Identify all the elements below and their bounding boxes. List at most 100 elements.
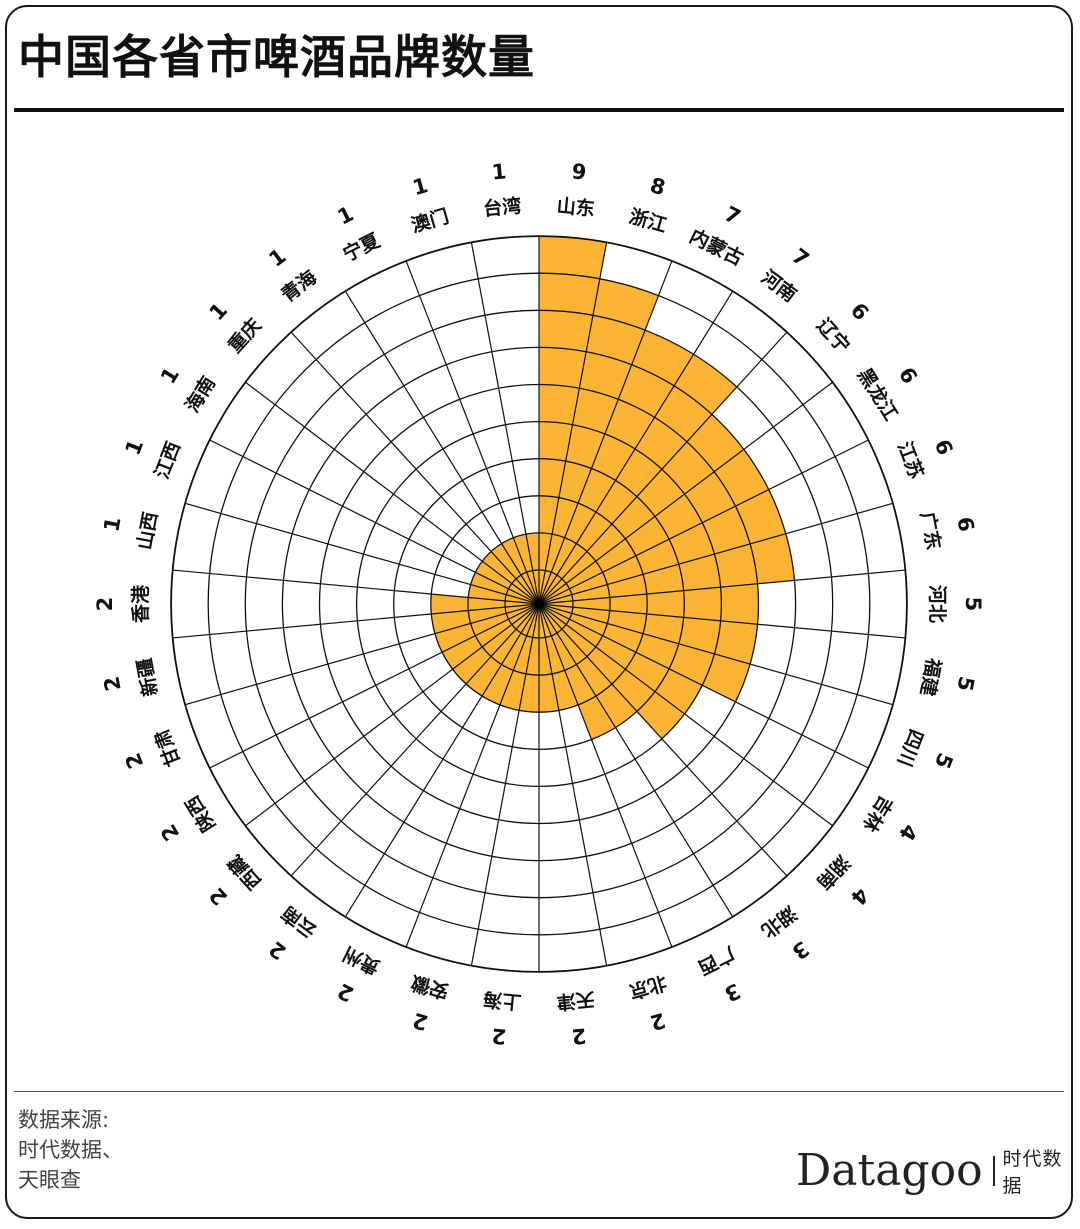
category-label: 天津 [556,987,596,1013]
category-label: 重庆 [223,314,266,358]
value-label: 2 [205,883,233,910]
bar-广西 [551,632,616,740]
category-label: 新疆 [133,656,163,698]
value-label: 1 [491,159,508,184]
bar-内蒙古 [551,330,694,576]
category-label: 河北 [926,585,948,623]
category-label: 吉林 [858,792,898,836]
chart-title: 中国各省市啤酒品牌数量 [18,30,535,84]
bar-河北 [572,583,759,625]
brand-name: Datagoo [796,1145,983,1196]
title-divider [14,108,1064,112]
value-label: 6 [894,363,922,388]
grid-spoke [290,331,540,605]
grid-spoke [209,439,540,605]
value-label: 2 [571,1023,588,1048]
bar-宁夏 [501,537,527,576]
grid-spoke [538,381,833,605]
value-label: 1 [121,436,149,458]
grid-spoke [538,502,894,605]
source-line: 天眼查 [18,1168,81,1192]
value-label: 8 [647,173,668,200]
value-label: 7 [721,202,745,230]
grid-spoke [184,502,540,605]
bar-浙江 [545,278,659,573]
bar-江西 [470,572,509,595]
category-label: 广东 [916,510,946,552]
grid-spoke [538,603,734,918]
grid-spoke [538,439,869,605]
center-dot [534,599,544,609]
value-label: 5 [952,674,978,693]
grid-spoke [184,603,540,706]
bar-湖北 [556,629,637,728]
grid-spoke [344,603,540,918]
bar-青海 [491,543,522,579]
value-label: 1 [156,363,184,388]
category-label: 安徽 [408,971,452,1004]
category-label: 甘肃 [150,726,185,770]
category-label: 江苏 [893,438,928,482]
bar-安徽 [499,635,533,711]
value-label: 1 [264,244,290,272]
grid-spoke [470,242,540,605]
value-label: 3 [787,936,813,964]
bar-北京 [545,635,579,711]
value-label: 2 [156,820,184,845]
bar-河南 [556,354,737,579]
category-label: 北京 [627,971,670,1004]
value-label: 2 [647,1008,668,1035]
value-label: 5 [930,750,958,772]
category-label: 江西 [151,439,185,482]
grid-spoke [538,603,788,877]
category-label: 湖北 [757,901,801,941]
category-label: 宁夏 [339,228,384,266]
grid-spoke [538,569,906,605]
grid-spoke [538,242,608,605]
source-line: 数据来源: [18,1108,110,1132]
value-label: 1 [99,515,125,534]
bar-辽宁 [561,414,744,584]
value-label: 1 [334,202,358,230]
category-label: 浙江 [627,205,670,238]
category-label: 陕西 [180,792,220,836]
grid-spoke [344,290,540,605]
bar-广东 [571,533,795,601]
brand-logo: Datagoo 时代数据 [796,1145,1080,1197]
bar-吉林 [566,619,703,714]
value-label: 2 [121,750,149,772]
category-label: 黑龙江 [853,364,903,425]
category-label: 湖南 [812,851,854,894]
brand-cn-name: 时代数据 [1002,1148,1063,1197]
value-label: 6 [930,436,958,458]
data-source: 数据来源: 时代数据、 天眼查 [18,1105,123,1195]
grid-spoke [538,603,833,827]
category-label: 山西 [134,510,163,551]
value-label: 4 [894,820,922,845]
bar-黑龙江 [566,449,769,589]
category-label: 西藏 [223,851,266,895]
bar-山东 [539,236,607,571]
grid-spoke [538,603,673,948]
category-label: 澳门 [409,205,452,238]
value-label: 5 [961,597,985,612]
grid-spoke [538,603,608,966]
value-label: 9 [571,159,588,184]
bar-湖南 [561,624,685,739]
category-label: 青海 [277,265,321,306]
category-label: 香港 [130,584,152,624]
category-label: 海南 [180,372,220,416]
category-label: 四川 [893,726,927,769]
grid-spoke [245,603,540,827]
grid-spoke [470,603,540,966]
grid-spoke [405,603,540,948]
grid-spoke [290,603,540,877]
grid-spoke [538,331,788,605]
grid-spoke [172,603,540,639]
category-label: 台湾 [482,194,522,220]
bar-西藏 [452,624,517,684]
grid-spoke [405,260,540,605]
bar-云南 [466,629,522,696]
source-line: 时代数据、 [18,1138,123,1162]
